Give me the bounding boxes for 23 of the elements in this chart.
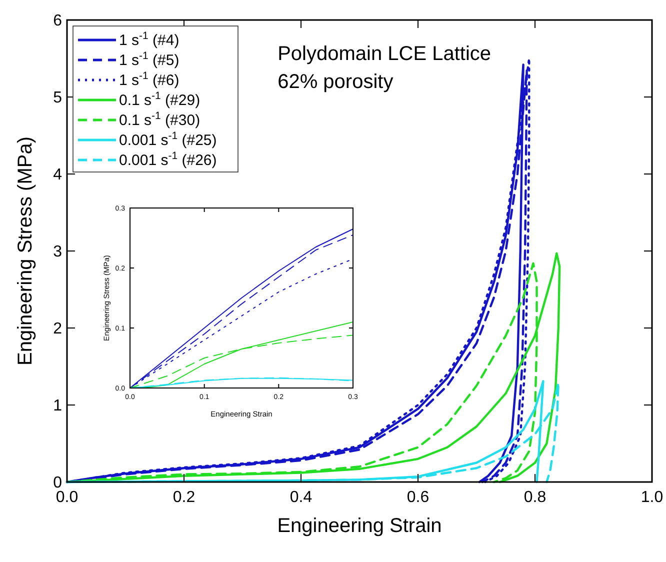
x-tick-label: 1.0 xyxy=(640,489,664,506)
y-tick-label: 1 xyxy=(53,398,62,415)
annotation: Polydomain LCE Lattice xyxy=(278,43,492,65)
x-tick-label: 0.6 xyxy=(406,489,430,506)
x-axis-title: Engineering Strain xyxy=(277,515,442,537)
legend-label: 1 s$^{-1}$ (#4) xyxy=(119,30,180,49)
y-tick-label: 3 xyxy=(53,244,62,261)
legend-label: 0.001 s$^{-1}$ (#25) xyxy=(119,130,217,149)
y-tick-label: 0 xyxy=(53,474,62,492)
legend-label: 1 s$^{-1}$ (#5) xyxy=(119,50,180,69)
y-tick-label: 6 xyxy=(53,12,62,30)
x-tick-label: 0.2 xyxy=(172,489,196,506)
y-tick-label: 4 xyxy=(53,166,62,184)
legend-label: 1 s$^{-1}$ (#6) xyxy=(119,70,180,89)
legend-label: 0.1 s$^{-1}$ (#29) xyxy=(119,90,200,109)
y-tick-label: 5 xyxy=(53,90,62,107)
x-tick-label: 0.4 xyxy=(290,489,312,506)
annotation: 62% porosity xyxy=(278,71,394,93)
y-axis-title: Engineering Stress (MPa) xyxy=(14,136,36,366)
x-tick-label: 0.8 xyxy=(524,489,546,506)
legend-label: 0.1 s$^{-1}$ (#30) xyxy=(119,110,200,129)
y-tick-label: 2 xyxy=(53,320,62,338)
legend-label: 0.001 s$^{-1}$ (#26) xyxy=(119,150,217,169)
